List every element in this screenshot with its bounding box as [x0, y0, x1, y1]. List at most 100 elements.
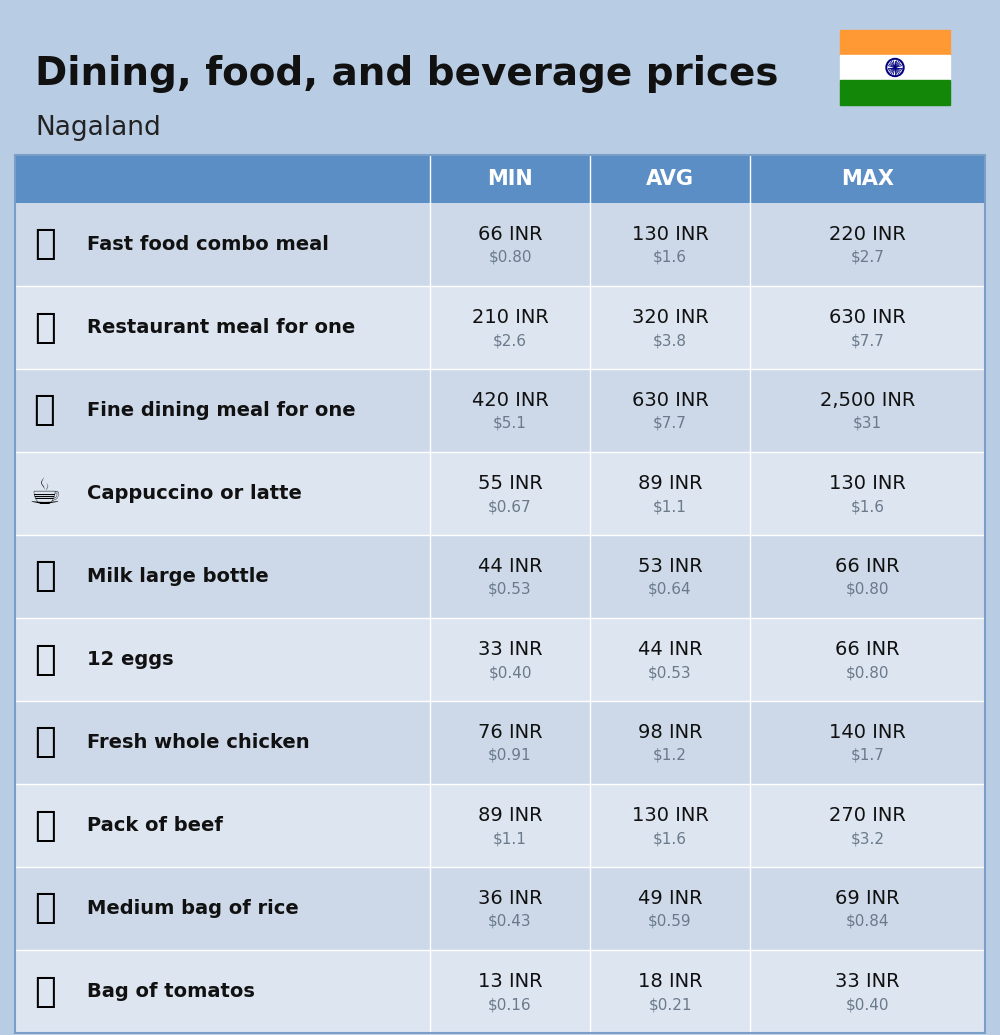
Text: 🐔: 🐔 [34, 726, 56, 760]
Bar [840, 55, 950, 80]
Text: 49 INR: 49 INR [638, 889, 702, 908]
Text: $0.67: $0.67 [488, 499, 532, 514]
Bar [15, 286, 985, 369]
Text: Milk large bottle: Milk large bottle [87, 567, 269, 586]
Text: 18 INR: 18 INR [638, 972, 702, 990]
Text: Fine dining meal for one: Fine dining meal for one [87, 401, 356, 420]
Text: 210 INR: 210 INR [472, 308, 548, 327]
Text: $0.43: $0.43 [488, 914, 532, 929]
Bar [840, 30, 950, 55]
Text: 🍅: 🍅 [34, 975, 56, 1008]
Text: $3.8: $3.8 [653, 333, 687, 348]
Text: Dining, food, and beverage prices: Dining, food, and beverage prices [35, 55, 778, 93]
Bar [15, 701, 985, 783]
Text: Nagaland: Nagaland [35, 115, 161, 141]
Text: 🍚: 🍚 [34, 891, 56, 925]
Text: $0.53: $0.53 [488, 582, 532, 597]
Text: 2,500 INR: 2,500 INR [820, 391, 915, 410]
Text: $0.80: $0.80 [488, 250, 532, 265]
Text: Bag of tomatos: Bag of tomatos [87, 982, 255, 1001]
Text: 270 INR: 270 INR [829, 806, 906, 825]
Bar [15, 369, 985, 452]
Text: Pack of beef: Pack of beef [87, 816, 223, 835]
Text: $7.7: $7.7 [653, 416, 687, 431]
Text: 🍳: 🍳 [34, 310, 56, 345]
Text: 69 INR: 69 INR [835, 889, 900, 908]
Text: 🍔: 🍔 [34, 228, 56, 262]
Text: 44 INR: 44 INR [638, 640, 702, 659]
Text: $1.6: $1.6 [653, 831, 687, 846]
Text: $31: $31 [853, 416, 882, 431]
Text: Fast food combo meal: Fast food combo meal [87, 235, 329, 254]
Text: 33 INR: 33 INR [478, 640, 542, 659]
Bar [15, 452, 985, 535]
Text: $1.6: $1.6 [850, 499, 885, 514]
Text: $2.6: $2.6 [493, 333, 527, 348]
Bar [15, 783, 985, 867]
Text: $1.1: $1.1 [493, 831, 527, 846]
Text: MAX: MAX [841, 169, 894, 189]
Text: $3.2: $3.2 [850, 831, 885, 846]
Text: $0.84: $0.84 [846, 914, 889, 929]
Bar [15, 950, 985, 1033]
Bar [15, 618, 985, 701]
Bar [840, 80, 950, 105]
Text: $1.7: $1.7 [851, 748, 884, 763]
Text: $1.2: $1.2 [653, 748, 687, 763]
Text: 🥚: 🥚 [34, 643, 56, 677]
Text: 13 INR: 13 INR [478, 972, 542, 990]
Text: 66 INR: 66 INR [478, 225, 542, 244]
Text: $5.1: $5.1 [493, 416, 527, 431]
Text: 🥩: 🥩 [34, 808, 56, 842]
Text: Restaurant meal for one: Restaurant meal for one [87, 318, 355, 337]
Text: 630 INR: 630 INR [632, 391, 708, 410]
Text: 44 INR: 44 INR [478, 557, 542, 576]
Text: $0.53: $0.53 [648, 666, 692, 680]
Text: $0.80: $0.80 [846, 582, 889, 597]
Text: 76 INR: 76 INR [478, 723, 542, 742]
Text: 🍽️: 🍽️ [34, 393, 56, 427]
Text: 130 INR: 130 INR [632, 225, 708, 244]
Text: $0.21: $0.21 [648, 997, 692, 1012]
Text: Fresh whole chicken: Fresh whole chicken [87, 733, 310, 752]
Circle shape [886, 59, 904, 77]
Text: 66 INR: 66 INR [835, 557, 900, 576]
Text: AVG: AVG [646, 169, 694, 189]
Text: 33 INR: 33 INR [835, 972, 900, 990]
Text: ☕️: ☕️ [29, 476, 61, 510]
Text: $0.40: $0.40 [846, 997, 889, 1012]
Text: $0.59: $0.59 [648, 914, 692, 929]
Text: 630 INR: 630 INR [829, 308, 906, 327]
Bar [15, 155, 985, 203]
Text: 89 INR: 89 INR [638, 474, 702, 493]
Text: 130 INR: 130 INR [829, 474, 906, 493]
Text: 89 INR: 89 INR [478, 806, 542, 825]
Text: Cappuccino or latte: Cappuccino or latte [87, 484, 302, 503]
Text: 320 INR: 320 INR [632, 308, 708, 327]
Bar [15, 867, 985, 950]
Bar [15, 535, 985, 618]
Text: $1.1: $1.1 [653, 499, 687, 514]
Text: $1.6: $1.6 [653, 250, 687, 265]
Text: $0.91: $0.91 [488, 748, 532, 763]
Text: 12 eggs: 12 eggs [87, 650, 174, 669]
Text: 53 INR: 53 INR [638, 557, 702, 576]
Text: 140 INR: 140 INR [829, 723, 906, 742]
Circle shape [888, 60, 902, 75]
Text: $0.16: $0.16 [488, 997, 532, 1012]
Text: 66 INR: 66 INR [835, 640, 900, 659]
Text: $7.7: $7.7 [851, 333, 884, 348]
Text: 98 INR: 98 INR [638, 723, 702, 742]
Text: $0.40: $0.40 [488, 666, 532, 680]
Text: 130 INR: 130 INR [632, 806, 708, 825]
Text: 55 INR: 55 INR [478, 474, 542, 493]
Text: 🥛: 🥛 [34, 560, 56, 593]
Bar [15, 155, 985, 1033]
Text: 220 INR: 220 INR [829, 225, 906, 244]
Text: $2.7: $2.7 [851, 250, 884, 265]
Text: MIN: MIN [487, 169, 533, 189]
Text: 420 INR: 420 INR [472, 391, 548, 410]
Bar [15, 203, 985, 286]
Text: Medium bag of rice: Medium bag of rice [87, 899, 299, 918]
Text: $0.80: $0.80 [846, 666, 889, 680]
